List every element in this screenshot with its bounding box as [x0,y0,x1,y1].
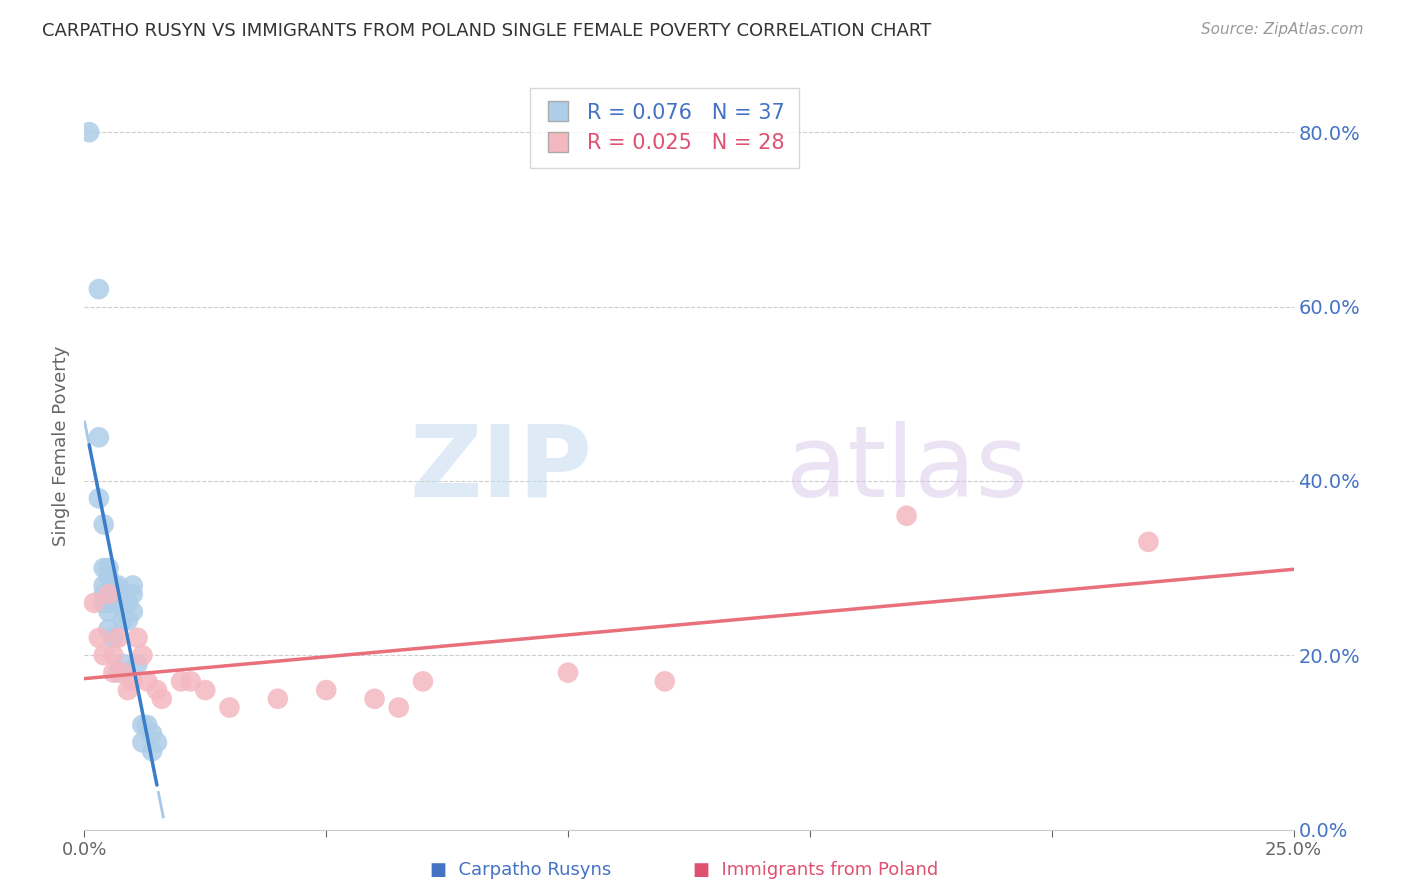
Point [87,491,110,506]
Point [77,125,100,139]
Point [117,613,139,627]
Point [121,605,143,619]
Point [315,683,337,698]
Point [1137,534,1160,549]
Point [93,596,115,610]
Point [107,631,129,645]
Point [93,561,115,575]
Point [103,596,125,610]
Point [150,691,173,706]
Point [131,735,153,749]
Point [412,674,434,689]
Point [557,665,579,680]
Point [170,674,193,689]
Y-axis label: Single Female Poverty: Single Female Poverty [52,346,70,546]
Point [103,665,125,680]
Point [146,735,169,749]
Point [131,718,153,732]
Point [87,631,110,645]
Point [97,561,120,575]
Text: Source: ZipAtlas.com: Source: ZipAtlas.com [1201,22,1364,37]
Point [87,430,110,444]
Point [117,683,139,698]
Point [97,596,120,610]
Point [97,570,120,584]
Point [107,578,129,592]
Point [121,578,143,592]
Point [218,700,240,714]
Point [93,517,115,532]
Point [107,596,129,610]
Point [87,282,110,296]
Text: ■  Immigrants from Poland: ■ Immigrants from Poland [693,861,938,879]
Point [121,587,143,601]
Point [117,596,139,610]
Point [103,578,125,592]
Point [146,683,169,698]
Point [103,587,125,601]
Point [127,657,149,671]
Point [141,744,163,758]
Point [107,665,129,680]
Point [97,605,120,619]
Point [654,674,676,689]
Point [131,648,153,663]
Point [103,631,125,645]
Point [141,726,163,740]
Point [93,587,115,601]
Point [127,631,149,645]
Legend: R = 0.076   N = 37, R = 0.025   N = 28: R = 0.076 N = 37, R = 0.025 N = 28 [530,88,799,168]
Point [103,648,125,663]
Point [93,648,115,663]
Point [136,718,159,732]
Point [112,613,135,627]
Point [388,700,411,714]
Text: CARPATHO RUSYN VS IMMIGRANTS FROM POLAND SINGLE FEMALE POVERTY CORRELATION CHART: CARPATHO RUSYN VS IMMIGRANTS FROM POLAND… [42,22,931,40]
Point [83,596,105,610]
Point [136,674,159,689]
Point [112,587,135,601]
Text: atlas: atlas [786,420,1028,517]
Point [896,508,918,523]
Point [97,622,120,636]
Point [97,587,120,601]
Text: ■  Carpatho Rusyns: ■ Carpatho Rusyns [430,861,610,879]
Point [112,657,135,671]
Point [363,691,385,706]
Point [267,691,290,706]
Point [97,587,120,601]
Point [93,578,115,592]
Text: ZIP: ZIP [409,420,592,517]
Point [194,683,217,698]
Point [121,674,143,689]
Point [180,674,202,689]
Point [112,665,135,680]
